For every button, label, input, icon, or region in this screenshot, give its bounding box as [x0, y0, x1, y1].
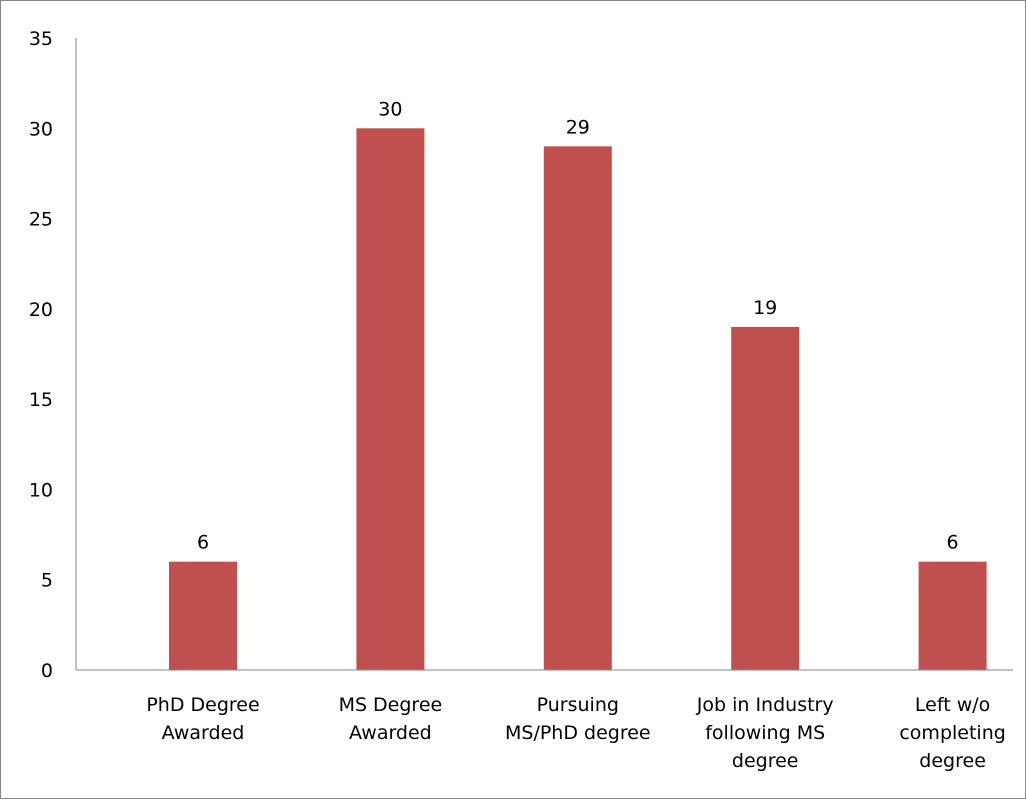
y-tick-label: 25 — [29, 209, 53, 231]
bar — [169, 561, 237, 670]
y-tick-label: 35 — [29, 28, 53, 50]
bar — [731, 326, 800, 670]
data-label: 19 — [753, 297, 777, 319]
x-category-label: Left w/o completing degree — [899, 694, 1005, 772]
data-label: 6 — [947, 532, 959, 554]
x-category-label: Pursuing MS/PhD degree — [505, 694, 651, 744]
data-label: 29 — [566, 116, 590, 138]
bar — [356, 128, 425, 670]
data-label: 30 — [378, 98, 402, 120]
data-labels: 6 30 29 19 6 — [197, 98, 959, 553]
y-tick-label: 30 — [29, 118, 53, 140]
y-tick-label: 10 — [29, 479, 53, 501]
x-axis-category-labels: PhD Degree Awarded MS Degree Awarded Pursuin… — [146, 694, 1005, 772]
data-label: 6 — [197, 532, 209, 554]
x-category-label: Job in Industry following MS degree — [696, 694, 834, 772]
y-tick-label: 20 — [29, 299, 53, 321]
y-axis-tick-labels: 0 5 10 15 20 25 30 35 — [29, 28, 53, 682]
bars — [169, 128, 987, 671]
y-tick-label: 5 — [41, 570, 53, 592]
bar — [543, 146, 612, 671]
bar — [918, 561, 987, 670]
x-category-label: PhD Degree Awarded — [146, 694, 259, 744]
x-category-label: MS Degree Awarded — [339, 694, 443, 744]
y-tick-label: 0 — [41, 660, 53, 682]
y-tick-label: 15 — [29, 389, 53, 411]
